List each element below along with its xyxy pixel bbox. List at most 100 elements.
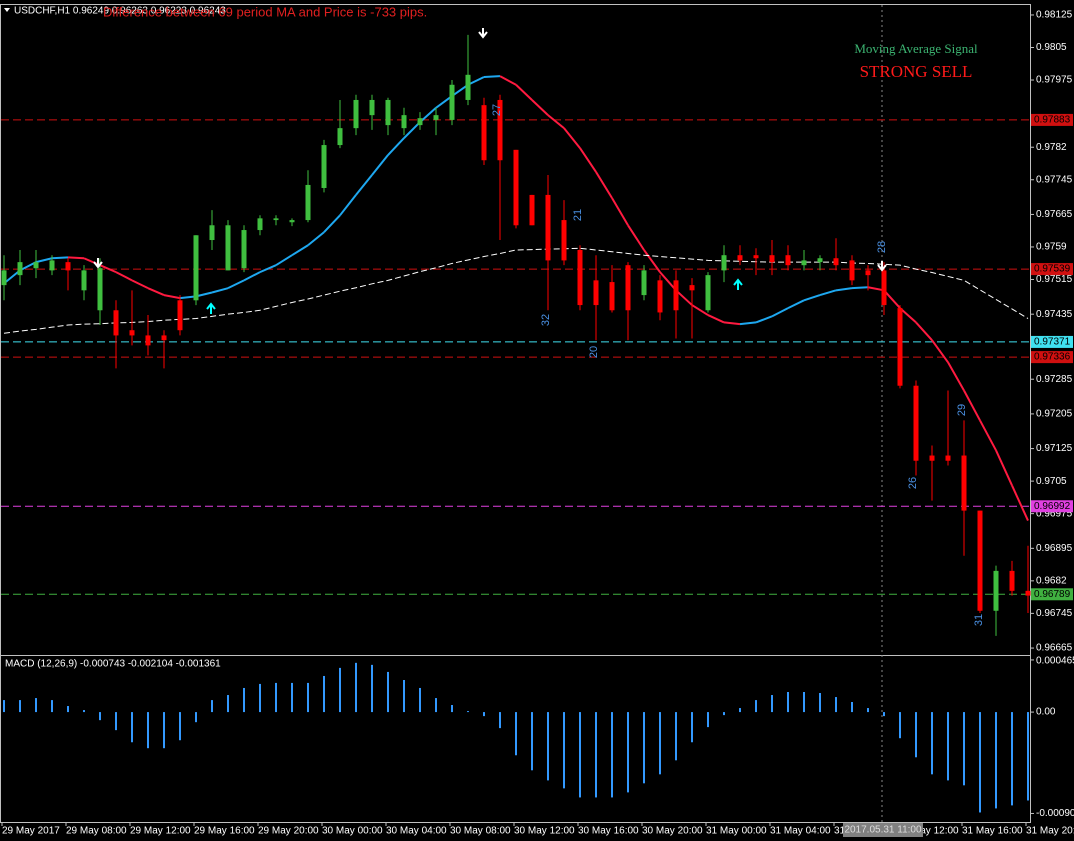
moving-average-segment <box>771 307 789 318</box>
moving-average-segment <box>307 231 325 247</box>
candle-body <box>705 275 711 311</box>
candle-body <box>897 308 903 386</box>
candle-body <box>945 455 951 461</box>
moving-average-segment <box>499 75 517 86</box>
candle-body <box>305 184 311 221</box>
y-tick-label: 0.96975 <box>1036 508 1073 519</box>
moving-average-segment <box>435 95 453 109</box>
y-tick-label: 0.9805 <box>1036 42 1067 53</box>
y-tick-label: 0.9705 <box>1036 476 1067 487</box>
candle-body <box>721 255 727 271</box>
moving-average-segment <box>595 171 613 199</box>
moving-average-segment <box>131 279 149 290</box>
candle-body <box>401 115 407 129</box>
moving-average-segment <box>547 114 565 129</box>
count-label: 28 <box>876 241 888 253</box>
moving-average-segment <box>323 214 341 233</box>
candle-body <box>673 280 679 311</box>
plot-layer: 0.98125 0.9805 0.97975 0.9782 0.97745 0.97665… <box>1 10 1074 837</box>
moving-average-segment <box>803 294 821 302</box>
moving-average-segment <box>643 249 661 273</box>
moving-average-segment <box>627 224 645 251</box>
candle-body <box>929 455 935 461</box>
candle-body <box>1 270 7 286</box>
moving-average-segment <box>163 294 181 300</box>
candle-body <box>753 255 759 259</box>
candle-body <box>737 255 743 261</box>
candle-body <box>417 118 423 126</box>
candle-body <box>65 262 71 271</box>
x-tick-label: 30 May 12:00 <box>514 826 575 837</box>
candle-body <box>961 455 967 511</box>
candle-body <box>481 105 487 161</box>
candle-body <box>881 270 887 306</box>
candle-body <box>193 235 199 301</box>
candle-body <box>113 310 119 336</box>
x-tick-label: 30 May 04:00 <box>386 826 447 837</box>
moving-average-segment <box>115 271 133 282</box>
moving-average-segment <box>195 291 213 298</box>
crosshair-tag <box>843 823 923 837</box>
moving-average-segment <box>851 286 869 290</box>
candle-body <box>977 510 983 611</box>
macd-panel <box>0 655 1031 823</box>
candle-body <box>577 249 583 306</box>
x-tick-label: 30 May 20:00 <box>642 826 703 837</box>
candle-body <box>145 335 151 346</box>
y-tick-label: 0.97125 <box>1036 443 1073 454</box>
x-tick-label: 29 May 08:00 <box>66 826 127 837</box>
moving-average-segment <box>787 299 805 310</box>
level-label: 0.97883 <box>1034 115 1071 126</box>
candle-body <box>385 99 391 126</box>
candle-body <box>609 282 615 311</box>
candle-body <box>161 335 167 341</box>
y-tick-label: 0.96895 <box>1036 543 1073 554</box>
candle-body <box>433 115 439 120</box>
moving-average-segment <box>1011 485 1029 521</box>
y-tick-label: 0.96745 <box>1036 608 1073 619</box>
candle-body <box>241 230 247 269</box>
menu-arrow[interactable] <box>4 8 10 12</box>
moving-average-segment <box>883 289 901 309</box>
moving-average-segment <box>147 287 165 297</box>
candle-body <box>561 220 567 261</box>
moving-average-segment <box>291 244 309 257</box>
candle-body <box>657 280 663 313</box>
moving-average <box>3 247 1029 334</box>
y-tick-label: 0.00 <box>1036 707 1056 718</box>
candle-body <box>33 262 39 269</box>
candle-body <box>865 270 871 276</box>
moving-average-segment <box>899 307 917 324</box>
candle-body <box>97 268 103 311</box>
x-tick-label: 31 May 04:00 <box>770 826 831 837</box>
candle-body <box>177 300 183 331</box>
candle-body <box>1025 590 1031 596</box>
moving-average-segment <box>739 321 757 326</box>
candle-body <box>529 194 535 226</box>
level-tag <box>1031 351 1073 364</box>
candle-body <box>353 99 359 129</box>
moving-average-segment <box>99 264 117 274</box>
moving-average-segment <box>979 419 997 451</box>
moving-average-segment <box>243 271 261 282</box>
y-tick-label: 0.9682 <box>1036 575 1067 586</box>
candle-body <box>17 262 23 276</box>
candle-body <box>129 330 135 336</box>
x-tick-label: 31 May 00:00 <box>706 826 767 837</box>
moving-average-segment <box>723 321 741 326</box>
moving-average-segment <box>371 154 389 176</box>
candle-body <box>289 220 295 223</box>
x-tick-label: 29 May 20:00 <box>258 826 319 837</box>
candle-body <box>641 270 647 296</box>
moving-average-segment <box>339 194 357 216</box>
x-tick-label: 30 May 00:00 <box>322 826 383 837</box>
candle-body <box>785 255 791 266</box>
candle-body <box>465 74 471 100</box>
moving-average-segment <box>483 75 501 78</box>
x-tick-label: 31 May 16:00 <box>962 826 1023 837</box>
level-tag <box>1031 500 1073 513</box>
moving-average-segment <box>707 314 725 324</box>
x-tick-label: 29 May 12:00 <box>130 826 191 837</box>
count-label: 27 <box>491 104 503 116</box>
count-label: 21 <box>572 209 584 221</box>
